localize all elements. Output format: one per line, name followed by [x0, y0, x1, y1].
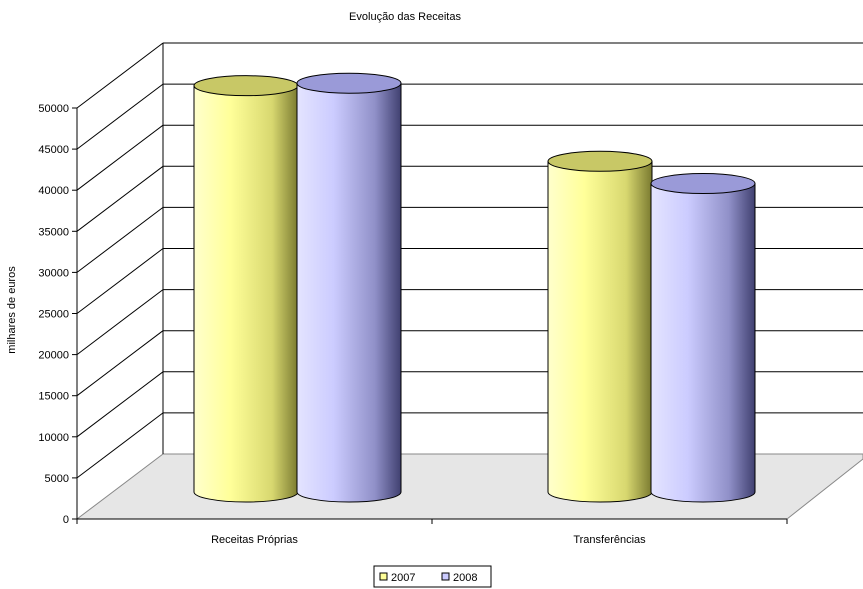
y-tick-label: 10000	[38, 432, 69, 444]
cylinder-body	[547, 160, 653, 503]
x-axis: Receitas Próprias Transferências	[76, 518, 788, 546]
cylinder-body	[193, 85, 299, 503]
legend-label-2008: 2008	[453, 572, 477, 584]
y-tick-label: 15000	[38, 391, 69, 403]
y-tick-label: 0	[63, 514, 69, 526]
gridline-diagonal	[76, 412, 164, 479]
gridline-diagonal	[76, 330, 164, 397]
gridline-diagonal	[76, 83, 164, 150]
bar-2008-1	[650, 173, 756, 503]
cylinder-top	[193, 75, 299, 97]
chart-title: Evolução das Receitas	[349, 11, 461, 23]
x-tick-label: Transferências	[573, 534, 646, 546]
y-tick-label: 40000	[38, 185, 69, 197]
cylinder-body	[650, 183, 756, 503]
cylinder-top	[296, 72, 402, 94]
bar-2008-0	[296, 72, 402, 503]
bar-2007-1	[547, 150, 653, 503]
legend: 2007 2008	[373, 565, 492, 588]
y-tick-label: 30000	[38, 267, 69, 279]
y-tick-label: 50000	[38, 103, 69, 115]
gridline-diagonal	[76, 42, 164, 109]
y-tick-label: 35000	[38, 226, 69, 238]
gridline-diagonal	[76, 124, 164, 191]
bars	[193, 72, 756, 503]
legend-swatch-2008	[441, 572, 450, 581]
legend-label-2007: 2007	[391, 572, 415, 584]
x-tick-label: Receitas Próprias	[211, 534, 298, 546]
y-tick-label: 5000	[45, 473, 69, 485]
y-axis-title: milhares de euros	[6, 266, 18, 354]
gridline-diagonal	[76, 371, 164, 438]
gridline-diagonal	[76, 165, 164, 232]
y-tick-label: 45000	[38, 144, 69, 156]
cylinder-top	[650, 173, 756, 195]
y-axis: 0 5000 10000 15000 20000 25000 30000 35000 40000…	[38, 103, 78, 526]
y-tick-label: 20000	[38, 350, 69, 362]
y-tick-label: 25000	[38, 309, 69, 321]
cylinder-body	[296, 82, 402, 503]
legend-box	[373, 565, 492, 588]
gridline-diagonal	[76, 207, 164, 273]
legend-swatch-2007	[379, 572, 388, 581]
bar-2007-0	[193, 75, 299, 503]
cylinder-top	[547, 150, 653, 172]
gridline-diagonal	[76, 289, 164, 355]
gridline-diagonal	[76, 248, 164, 314]
